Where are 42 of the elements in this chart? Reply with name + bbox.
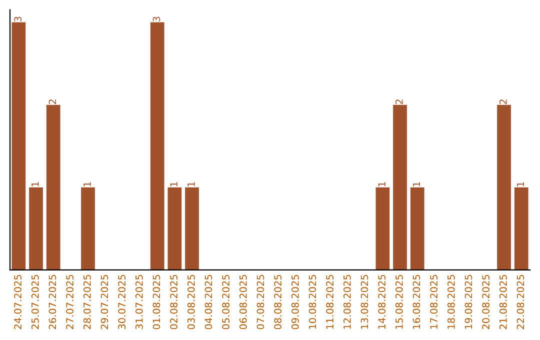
- x-tick-label: 08.08.2025: [274, 274, 282, 330]
- x-tick-label: 05.08.2025: [222, 274, 230, 330]
- x-tick-label: 31.07.2025: [135, 274, 143, 330]
- x-tick-label: 02.08.2025: [170, 274, 178, 330]
- data-label: 2: [395, 100, 403, 104]
- x-tick-label: 19.08.2025: [464, 274, 472, 329]
- x-tick-label: 04.08.2025: [204, 274, 212, 330]
- x-tick-label: 03.08.2025: [187, 274, 195, 330]
- x-tick-label: 17.08.2025: [430, 274, 438, 329]
- x-tick-label: 18.08.2025: [447, 274, 455, 329]
- x-tick-label: 13.08.2025: [360, 274, 368, 329]
- data-label: 1: [170, 182, 178, 186]
- x-tick-label: 30.07.2025: [118, 274, 126, 330]
- x-tick-label: 07.08.2025: [256, 274, 264, 330]
- data-label: 2: [499, 100, 507, 104]
- data-label: 1: [516, 182, 524, 186]
- x-tick-label: 10.08.2025: [308, 274, 316, 329]
- x-tick-label: 11.08.2025: [326, 274, 334, 329]
- x-tick-label: 27.07.2025: [66, 274, 74, 330]
- x-tick-label: 09.08.2025: [291, 274, 299, 330]
- data-label: 1: [378, 182, 386, 186]
- x-tick-label: 25.07.2025: [31, 274, 39, 330]
- x-tick-label: 21.08.2025: [499, 274, 507, 330]
- x-tick-label: 15.08.2025: [395, 274, 403, 329]
- x-tick-label: 16.08.2025: [412, 274, 420, 329]
- x-tick-label: 24.07.2025: [14, 274, 22, 330]
- x-tick-label: 06.08.2025: [239, 274, 247, 330]
- x-tick-label: 28.07.2025: [83, 274, 91, 330]
- x-tick-label: 26.07.2025: [48, 274, 56, 330]
- x-tick-label: 01.08.2025: [152, 274, 160, 330]
- x-tick-label: 29.07.2025: [100, 274, 108, 330]
- data-label: 1: [188, 182, 195, 186]
- data-label: 1: [32, 182, 39, 186]
- x-tick-label: 12.08.2025: [343, 274, 351, 329]
- x-tick-label: 14.08.2025: [378, 274, 386, 329]
- data-label: 3: [14, 16, 22, 22]
- data-label: 2: [48, 100, 56, 104]
- data-label: 3: [152, 16, 160, 22]
- data-label: 1: [84, 182, 91, 186]
- x-tick-label: 20.08.2025: [482, 274, 490, 330]
- data-label: 1: [412, 182, 420, 186]
- x-tick-label: 22.08.2025: [516, 274, 524, 330]
